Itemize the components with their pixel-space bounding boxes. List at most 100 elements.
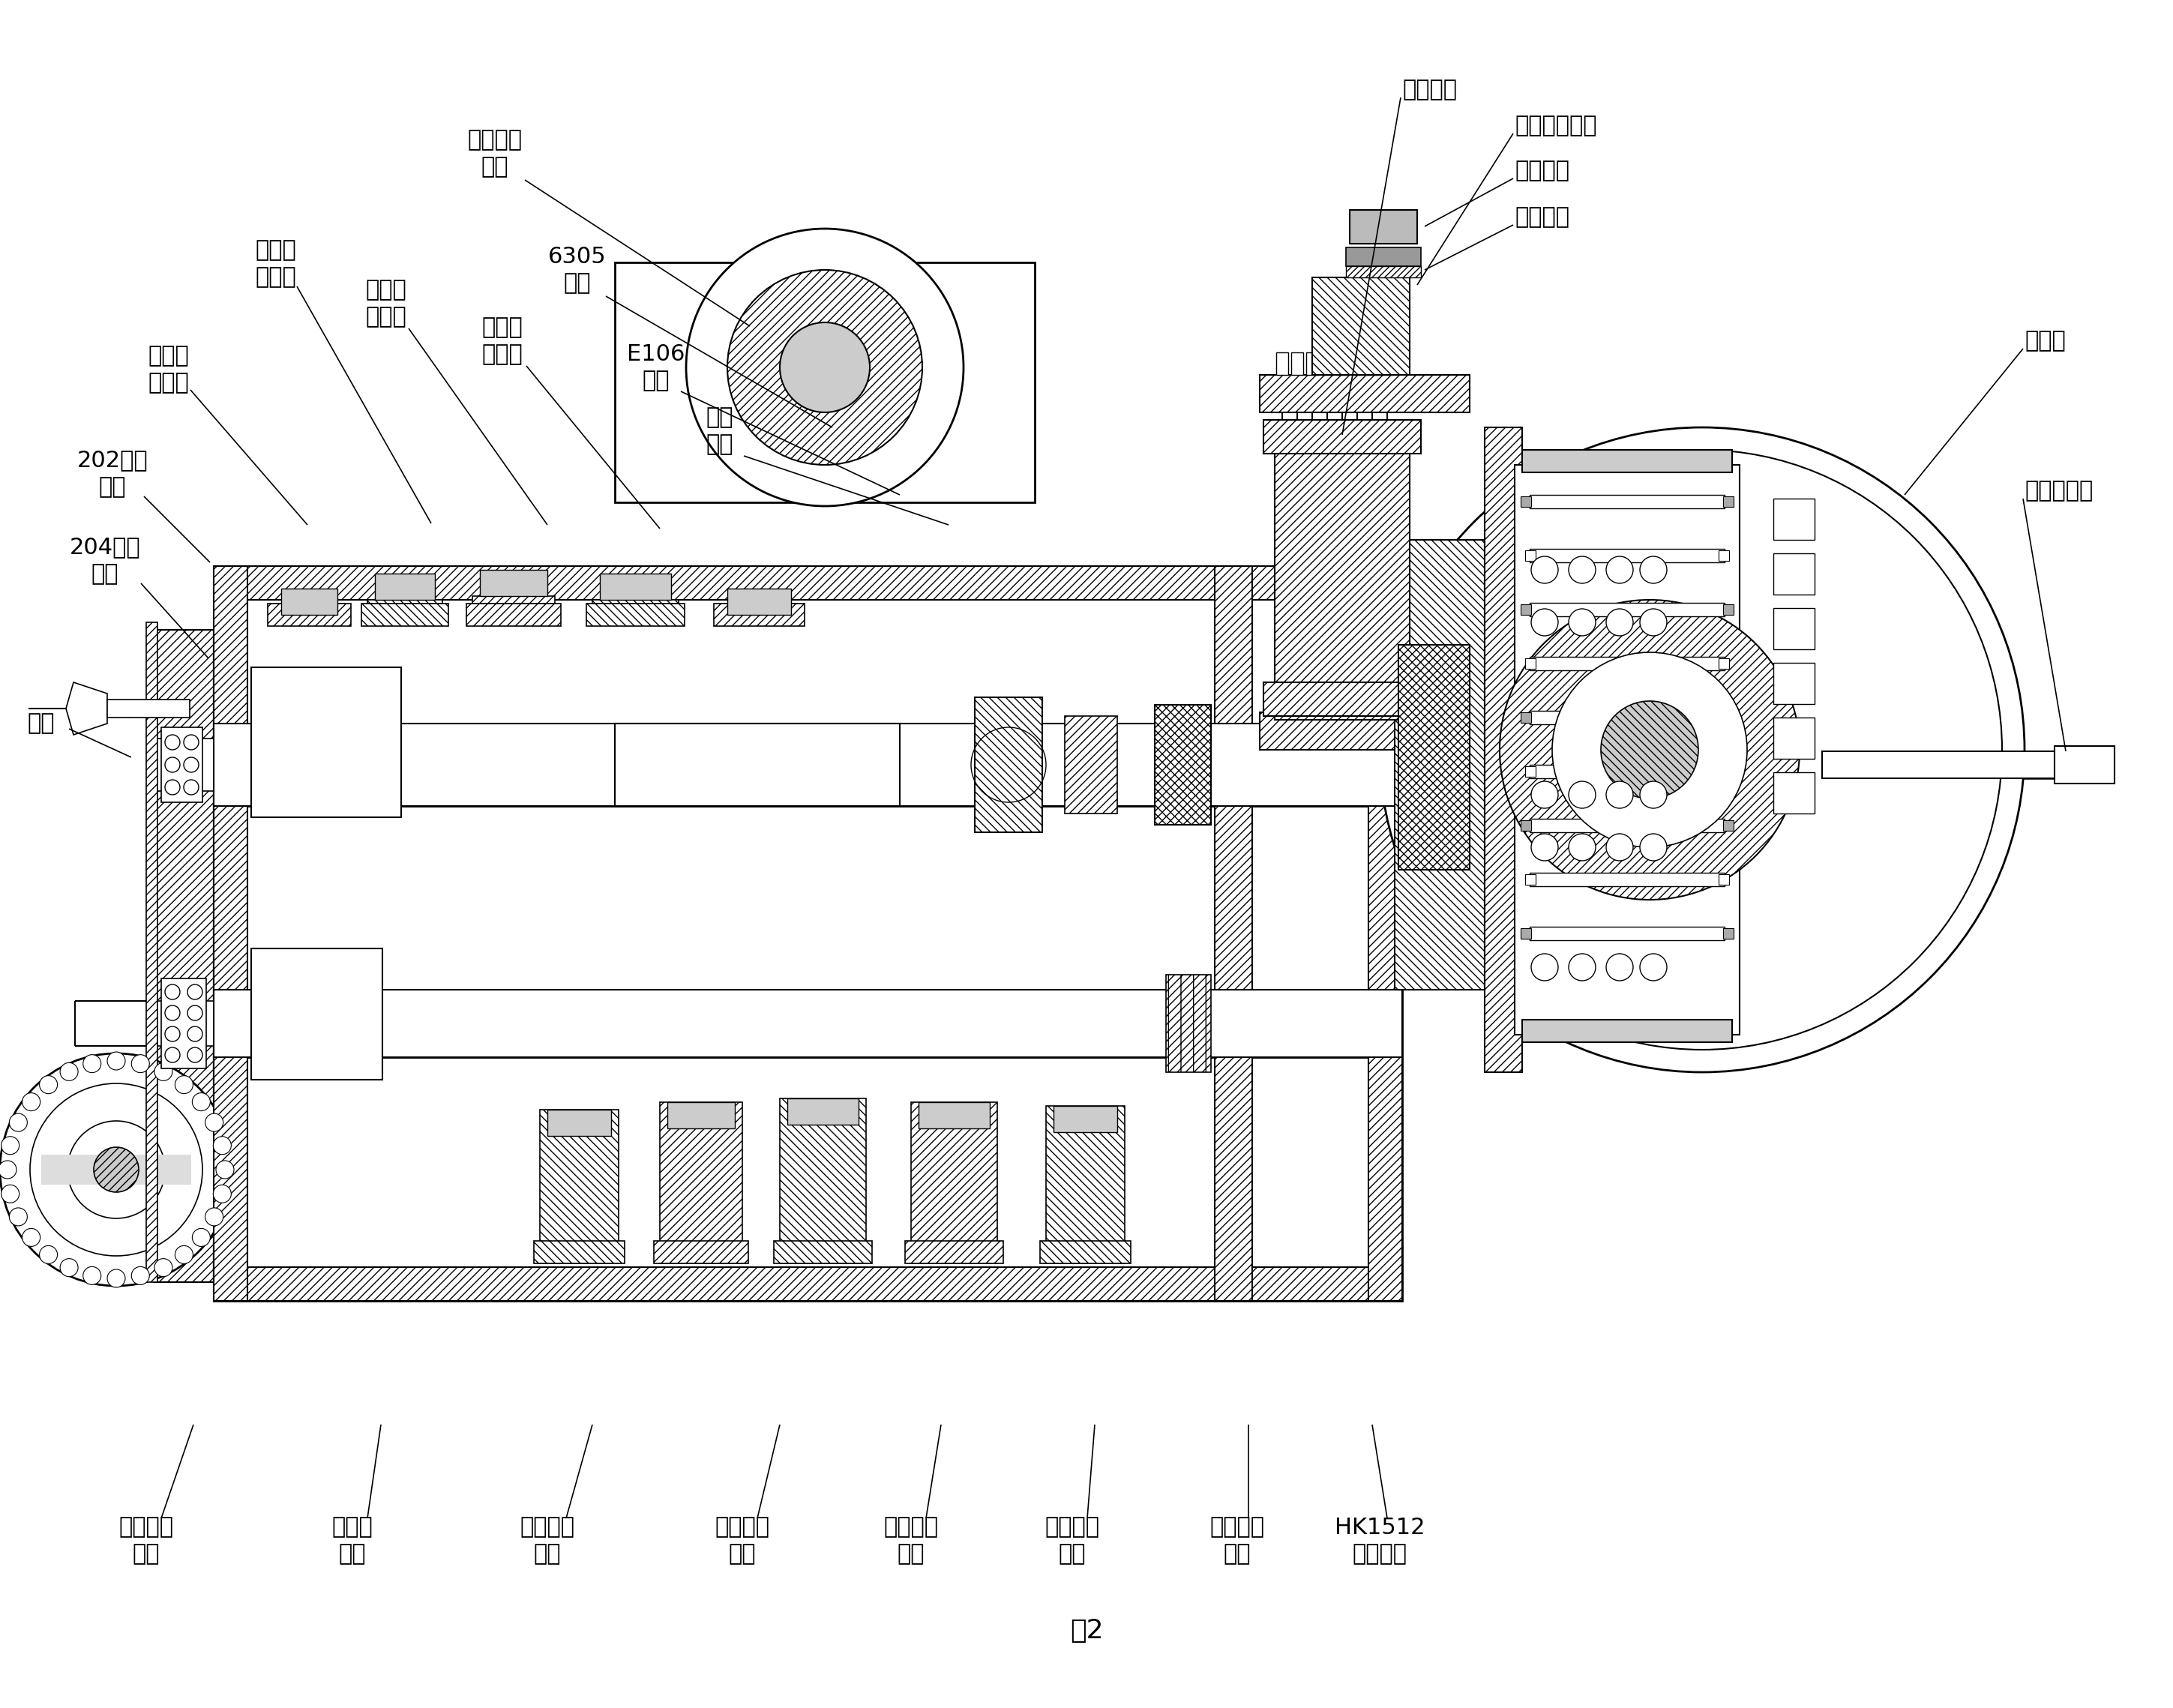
Bar [1263, 420, 1421, 454]
Bar [1773, 553, 1814, 594]
Circle shape [185, 734, 198, 750]
Bar [535, 1242, 624, 1264]
Circle shape [1641, 834, 1667, 861]
Circle shape [30, 1083, 202, 1255]
Bar [1521, 712, 1532, 722]
Circle shape [1606, 557, 1634, 584]
Bar [1515, 465, 1741, 1035]
Circle shape [204, 1114, 224, 1131]
Text: 主轴五
挡齿轮: 主轴五 挡齿轮 [256, 239, 296, 289]
Text: 副轴三挡
齿轮: 副轴三挡 齿轮 [1045, 1517, 1100, 1565]
Circle shape [165, 984, 180, 999]
Bar [213, 724, 1402, 806]
Circle shape [165, 1006, 180, 1020]
Bar [1521, 820, 1532, 830]
Bar [213, 565, 248, 1301]
Bar [1530, 495, 1725, 509]
Bar [1521, 1020, 1732, 1042]
Bar [1336, 352, 1347, 374]
Bar [252, 668, 402, 816]
Bar [1525, 658, 1536, 670]
Bar [1321, 352, 1334, 374]
Bar [1530, 818, 1725, 832]
Bar [361, 603, 448, 627]
Circle shape [1402, 449, 2001, 1050]
Bar [213, 989, 1402, 1057]
Bar [1369, 565, 1402, 1301]
Circle shape [1532, 781, 1558, 808]
Text: 6305
轴承: 6305 轴承 [548, 246, 606, 294]
Circle shape [1532, 557, 1558, 584]
Circle shape [83, 1267, 100, 1284]
Text: 主轴二
挡齿轮: 主轴二 挡齿轮 [148, 345, 189, 395]
Bar [1276, 352, 1289, 374]
Text: 碟形垫圈: 碟形垫圈 [1515, 207, 1569, 229]
Text: 204滚动
轴承: 204滚动 轴承 [70, 536, 141, 586]
Bar [1719, 767, 1730, 777]
Circle shape [39, 1245, 56, 1264]
Circle shape [130, 1054, 150, 1073]
Bar [1530, 711, 1725, 724]
Bar [213, 724, 1402, 806]
Bar [1521, 927, 1532, 939]
Bar [154, 738, 213, 791]
Bar [1530, 495, 1725, 509]
Circle shape [780, 323, 869, 412]
Bar [715, 603, 804, 627]
Bar [1530, 818, 1725, 832]
Bar [1291, 352, 1304, 374]
Bar [154, 630, 213, 1283]
Text: 离合器: 离合器 [2025, 330, 2067, 352]
Text: 主轴三
挡齿轮: 主轴三 挡齿轮 [482, 316, 524, 366]
Bar [274, 603, 346, 615]
Circle shape [1606, 953, 1634, 980]
Bar [661, 1102, 743, 1264]
Bar [1484, 427, 1521, 1073]
Circle shape [165, 734, 180, 750]
Bar [667, 1102, 734, 1129]
Bar [41, 1155, 191, 1185]
Bar [1306, 352, 1319, 374]
Circle shape [0, 1161, 17, 1179]
Text: 副轴五挡
齿轮: 副轴五挡 齿轮 [715, 1517, 769, 1565]
Bar [154, 630, 213, 1283]
Bar [280, 589, 337, 615]
Circle shape [154, 1062, 172, 1081]
Text: 副轴四挡
齿轮: 副轴四挡 齿轮 [884, 1517, 939, 1565]
Circle shape [191, 1093, 211, 1110]
Circle shape [213, 1185, 230, 1202]
Bar [1260, 374, 1469, 412]
Bar [1312, 277, 1410, 374]
Bar [376, 574, 435, 600]
Bar [1525, 874, 1536, 885]
Bar [1399, 646, 1469, 869]
Bar [1530, 603, 1725, 617]
Circle shape [93, 1148, 139, 1192]
Circle shape [61, 1062, 78, 1081]
Bar [1263, 681, 1421, 716]
Circle shape [106, 1052, 126, 1069]
Bar [910, 1102, 997, 1264]
Circle shape [1606, 608, 1634, 635]
Text: 主轴四
挡齿轮: 主轴四 挡齿轮 [365, 280, 406, 328]
Circle shape [187, 1047, 202, 1062]
Bar [1530, 711, 1725, 724]
Circle shape [185, 781, 198, 794]
Bar [1723, 927, 1734, 939]
Circle shape [1499, 600, 1799, 900]
Bar [1041, 1242, 1130, 1264]
Bar [154, 1001, 213, 1045]
Bar [1719, 550, 1730, 560]
Text: 并紧螺母: 并紧螺母 [1515, 161, 1569, 181]
Bar [1521, 449, 1732, 473]
Text: 曲轴组件
右端: 曲轴组件 右端 [467, 130, 522, 178]
Circle shape [1569, 953, 1595, 980]
Bar [1530, 765, 1725, 779]
Circle shape [165, 1027, 180, 1042]
Bar [728, 589, 791, 615]
Bar [919, 1102, 989, 1129]
Bar [1395, 540, 1484, 989]
Bar [1352, 352, 1362, 374]
Circle shape [2, 1185, 20, 1202]
Bar [1719, 874, 1730, 885]
